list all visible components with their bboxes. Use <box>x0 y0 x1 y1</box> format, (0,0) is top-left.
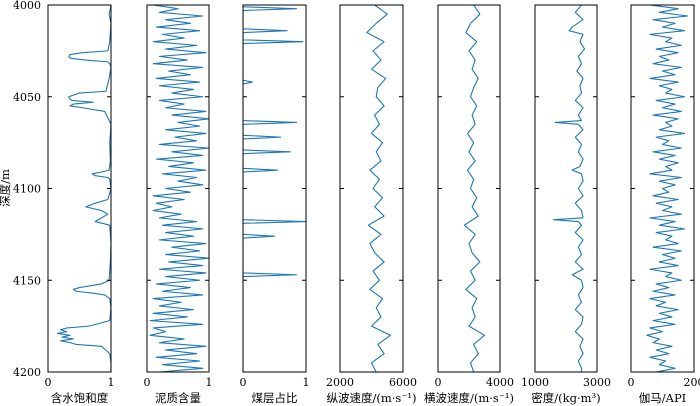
curve-coal <box>243 5 306 372</box>
x-tick-label-vs: 0 <box>435 376 442 389</box>
x-axis-title-gr: 伽马/API <box>639 391 686 405</box>
track-vsh: 0 1 泥质含量 <box>144 4 213 405</box>
x-axis-title-vsh: 泥质含量 <box>155 391 201 405</box>
track-vs: 0 4000 横波速度/(m·s⁻¹) <box>424 4 514 405</box>
x-axis-title-coal: 煤层占比 <box>252 391 298 405</box>
panel-frame-sw <box>47 4 112 373</box>
x-tick-label-den: 3000 <box>583 376 611 389</box>
curve-sw <box>56 5 111 372</box>
curve-vp <box>366 5 391 372</box>
curve-vsh <box>149 5 209 372</box>
x-axis-title-sw: 含水饱和度 <box>51 391 109 405</box>
panel-frame-vsh <box>146 4 210 373</box>
x-tick-label-vp: 6000 <box>389 376 417 389</box>
x-tick-label-vs: 4000 <box>486 376 514 389</box>
x-tick-label-coal: 1 <box>303 376 310 389</box>
x-tick-label-sw: 1 <box>108 376 115 389</box>
x-axis-title-vs: 横波速度/(m·s⁻¹) <box>424 391 514 405</box>
track-coal: 0 1 煤层占比 <box>240 4 310 405</box>
track-den: 1000 3000 密度/(kg·m³) <box>521 4 611 405</box>
panel-frame-vp <box>339 4 404 373</box>
y-tick-label-4200: 4200 <box>13 366 41 379</box>
curve-den <box>553 5 586 372</box>
y-tick-label-4150: 4150 <box>13 274 41 287</box>
curve-gr <box>646 5 689 372</box>
track-gr: 0 200 伽马/API <box>628 4 700 405</box>
panel-frame-den <box>534 4 598 373</box>
x-tick-label-vsh: 0 <box>144 376 151 389</box>
x-tick-label-den: 1000 <box>521 376 549 389</box>
x-axis-title-den: 密度/(kg·m³) <box>531 391 600 405</box>
x-tick-label-vsh: 1 <box>206 376 213 389</box>
x-tick-label-vp: 2000 <box>326 376 354 389</box>
track-vp: 2000 6000 纵波速度/(m·s⁻¹) <box>326 4 417 405</box>
x-tick-label-coal: 0 <box>240 376 247 389</box>
x-tick-label-gr: 200 <box>684 376 700 389</box>
y-tick-label-4050: 4050 <box>13 91 41 104</box>
panel-frame-vs <box>437 4 501 373</box>
y-axis-title: 深度/m <box>0 169 12 207</box>
curve-vs <box>463 5 486 372</box>
y-axis-ticks: 4000 4050 4100 4150 4200 <box>13 0 41 379</box>
x-tick-label-sw: 0 <box>45 376 52 389</box>
y-tick-label-4000: 4000 <box>13 0 41 12</box>
x-tick-label-gr: 0 <box>628 376 635 389</box>
panel-frame-coal <box>242 4 307 373</box>
y-tick-label-4100: 4100 <box>13 183 41 196</box>
x-axis-title-vp: 纵波速度/(m·s⁻¹) <box>327 391 417 405</box>
track-sw: 0 1 含水饱和度 <box>45 4 115 405</box>
